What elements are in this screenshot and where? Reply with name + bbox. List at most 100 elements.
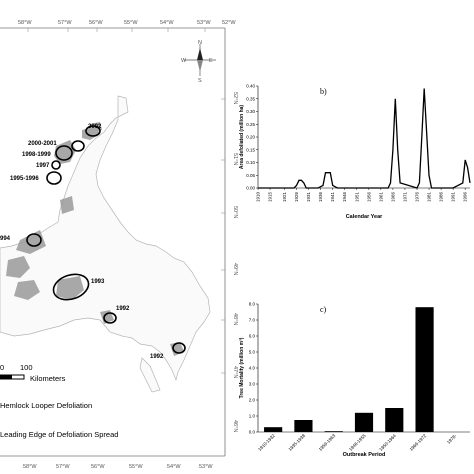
y-tick-label: 5.0 [249,350,256,355]
ellipse-1994 [26,233,42,247]
series-line [258,88,471,189]
bar [354,412,374,432]
y-tick-label: 4.0 [249,366,256,371]
y-axis-title: Area defoliated (million ha) [239,105,245,170]
x-tick-label: 1961 [378,192,383,203]
y-tick-label: 0.15 [246,147,255,152]
bar [415,307,434,432]
y-tick-label: 0.05 [246,173,255,178]
map-legend: Hemlock Looper Defoliation Leading Edge … [0,401,118,439]
lat-label: 47°N [232,366,238,378]
x-axis-title: Outbreak Period [343,452,386,458]
x-tick-label: 1981 [427,192,432,203]
lon-label-top: 53°W [197,20,211,26]
x-tick-label: 1959-1963 [318,433,337,452]
panel-label: b) [320,87,327,96]
lon-label-top: 54°W [160,20,174,26]
y-tick-label: 2.0 [249,398,256,403]
lat-label: 52°N [232,92,238,104]
chart-b-defoliation-area: b) 0.00 0.05 0.10 0.15 0.20 0.25 0.30 0.35 0.40 19… [239,84,471,220]
x-tick-label: 1946 [342,192,347,203]
x-tick-label: 1910-1932 [257,433,276,452]
x-tick-label: 1966 [390,192,395,203]
ellipse-1993 [52,273,90,301]
svg-text:0: 0 [0,363,4,372]
lon-label-bottom: 58°W [23,464,37,470]
y-tick-label: 0.00 [246,186,255,191]
lat-label: 46°N [232,420,238,432]
x-tick-label: 1978- [446,433,458,445]
y-tick-label: 0.35 [246,96,255,101]
y-tick-label: 3.0 [249,382,256,387]
y-tick-label: 0.20 [246,135,255,140]
y-tick-label: 7.0 [249,318,256,323]
panel-label: c) [320,305,327,314]
x-tick-label: 1996 [463,192,468,203]
ellipse-1997 [51,160,61,170]
lon-label-top: 55°W [124,20,138,26]
year-label: 1992 [116,306,130,312]
ellipse-1992-west [103,312,117,324]
bar [264,427,283,432]
y-tick-label: 0.40 [246,84,255,89]
year-label: 1995-1996 [10,176,39,182]
x-tick-label: 1951 [354,192,359,203]
lon-label-top: 56°W [89,20,103,26]
bar [294,420,313,432]
bar [324,431,343,432]
year-label: 1993 [91,279,105,285]
map-graticule [27,28,225,374]
lat-label: 49°N [232,263,238,275]
year-label: 1997 [36,163,50,169]
y-tick-label: 6.0 [249,334,256,339]
y-tick-label: 0.25 [246,122,255,127]
y-tick-label: 1.0 [249,414,256,419]
lon-label-top: 57°W [58,20,72,26]
ellipse-2000-2001 [71,140,85,152]
y-tick-label: 0.0 [249,430,256,435]
bar [385,408,404,432]
scale-bar: 0 100 Kilometers [0,363,66,383]
legend-defoliation: Hemlock Looper Defoliation [0,401,92,410]
lat-label: 48°N [232,313,238,325]
x-tick-label: 1926 [294,192,299,203]
y-axis-title: Tree Mortality (million m³) [239,337,245,398]
lon-label-bottom: 55°W [129,464,143,470]
year-label: 994 [0,236,11,242]
svg-text:E: E [209,58,213,64]
x-tick-label: 1991 [451,192,456,203]
ellipse-1992-east [172,342,186,354]
year-label: 2000-2001 [28,141,57,147]
chart-c-tree-mortality: c) 0.0 1.0 2.0 3.0 4.0 5.0 6.0 7.0 8.0 1910-1932 19… [239,302,470,458]
x-tick-label: 1936 [318,192,323,203]
x-tick-label: 1946-1955 [348,433,367,452]
legend-leading-edge: Leading Edge of Defoliation Spread [0,430,118,439]
x-tick-label: 1956 [366,192,371,203]
north-arrow-icon: N S E W [181,40,216,84]
ellipse-1998-1999 [55,145,73,161]
x-tick-label: 1915 [268,192,273,203]
lat-label: 50°N [232,206,238,218]
x-tick-label: 1976 [415,192,420,203]
year-label: 1998-1999 [22,152,51,158]
lat-label: 51°N [232,153,238,165]
leading-edge-ellipses [26,125,186,354]
year-label: 2002 [88,124,102,130]
y-tick-label: 8.0 [249,302,256,307]
svg-text:Kilometers: Kilometers [30,374,66,383]
lon-label-bottom: 56°W [91,464,105,470]
svg-text:W: W [181,58,187,64]
x-tick-label: 1950-1964 [378,433,397,452]
x-tick-label: 1986 [439,192,444,203]
lon-label-top: 58°W [18,20,32,26]
x-tick-label: 1935-1938 [287,433,306,452]
x-axis-title: Calendar Year [346,214,383,220]
x-tick-label: 1931 [306,192,311,203]
map-panel: 58°W 57°W 56°W 55°W 54°W 53°W 52°W 58°W … [0,20,238,470]
svg-text:100: 100 [20,363,33,372]
svg-text:S: S [198,78,202,84]
lon-label-bottom: 54°W [167,464,181,470]
y-tick-label: 0.30 [246,109,255,114]
svg-text:N: N [198,40,202,46]
lon-label-bottom: 53°W [199,464,213,470]
